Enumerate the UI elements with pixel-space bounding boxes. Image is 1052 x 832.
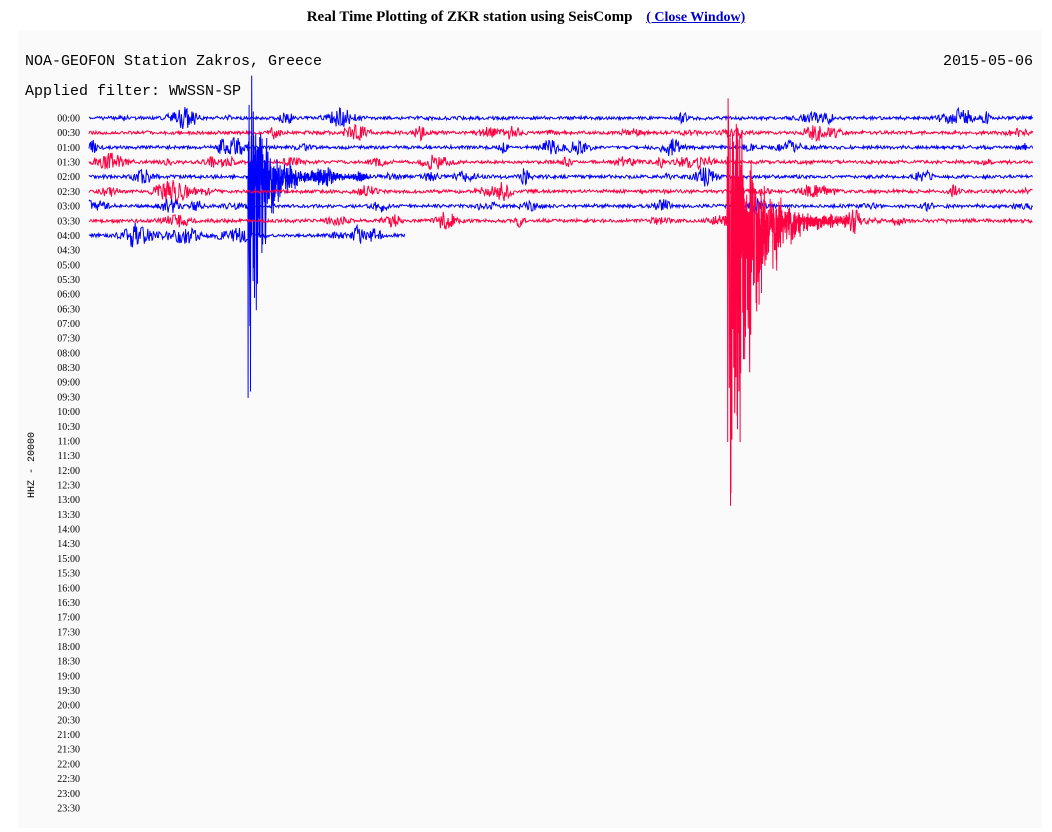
time-label: 17:00 bbox=[57, 613, 80, 624]
time-label: 22:00 bbox=[57, 759, 80, 770]
time-label: 01:30 bbox=[57, 158, 80, 169]
time-label: 15:00 bbox=[57, 554, 80, 565]
time-label: 21:00 bbox=[57, 730, 80, 741]
time-label: 04:00 bbox=[57, 231, 80, 242]
time-label: 11:00 bbox=[58, 436, 80, 447]
time-label: 00:00 bbox=[57, 114, 80, 125]
time-label: 04:30 bbox=[57, 246, 80, 257]
time-label: 06:30 bbox=[57, 304, 80, 315]
trace bbox=[88, 180, 1033, 204]
time-label: 19:00 bbox=[57, 671, 80, 682]
time-label: 14:30 bbox=[57, 539, 80, 550]
trace bbox=[88, 222, 406, 248]
time-label: 07:00 bbox=[57, 319, 80, 330]
time-label: 19:30 bbox=[57, 686, 80, 697]
time-label: 17:30 bbox=[57, 627, 80, 638]
time-label: 23:30 bbox=[57, 803, 80, 814]
close-window-link[interactable]: ( Close Window) bbox=[646, 10, 746, 25]
time-label: 13:30 bbox=[57, 510, 80, 521]
trace bbox=[88, 75, 1033, 398]
trace bbox=[88, 98, 1033, 506]
time-label: 01:00 bbox=[57, 143, 80, 154]
trace bbox=[88, 195, 1034, 215]
trace bbox=[88, 152, 1034, 171]
filter-label: Applied filter: WWSSN-SP bbox=[25, 83, 241, 100]
time-label: 08:00 bbox=[57, 348, 80, 359]
time-label: 20:30 bbox=[57, 715, 80, 726]
time-label: 06:00 bbox=[57, 290, 80, 301]
time-label: 18:00 bbox=[57, 642, 80, 653]
time-label: 16:30 bbox=[57, 598, 80, 609]
time-label: 05:30 bbox=[57, 275, 80, 286]
time-label: 21:30 bbox=[57, 745, 80, 756]
traces bbox=[88, 75, 1034, 506]
station-label: NOA-GEOFON Station Zakros, Greece bbox=[25, 53, 322, 70]
time-label: 15:30 bbox=[57, 569, 80, 580]
time-label: 18:30 bbox=[57, 657, 80, 668]
time-label: 11:30 bbox=[58, 451, 80, 462]
trace bbox=[88, 123, 1034, 143]
channel-label: HHZ - 20000 bbox=[27, 432, 38, 498]
time-label: 10:00 bbox=[57, 407, 80, 418]
time-label: 08:30 bbox=[57, 363, 80, 374]
time-labels: 00:00 00:30 01:00 01:30 02:00 02:30 03:00 03:30… bbox=[57, 114, 80, 815]
time-label: 10:30 bbox=[57, 422, 80, 433]
time-label: 07:30 bbox=[57, 334, 80, 345]
time-label: 03:00 bbox=[57, 202, 80, 213]
time-label: 02:30 bbox=[57, 187, 80, 198]
time-label: 23:00 bbox=[57, 789, 80, 800]
header: Real Time Plotting of ZKR station using … bbox=[0, 9, 1052, 26]
time-label: 09:30 bbox=[57, 392, 80, 403]
time-label: 03:30 bbox=[57, 216, 80, 227]
time-label: 13:00 bbox=[57, 495, 80, 506]
time-label: 00:30 bbox=[57, 128, 80, 139]
time-label: 14:00 bbox=[57, 525, 80, 536]
time-label: 05:00 bbox=[57, 260, 80, 271]
time-label: 16:00 bbox=[57, 583, 80, 594]
time-label: 09:00 bbox=[57, 378, 80, 389]
date-label: 2015-05-06 bbox=[943, 53, 1033, 70]
trace bbox=[88, 136, 1034, 156]
page-title: Real Time Plotting of ZKR station using … bbox=[306, 9, 633, 25]
time-label: 12:30 bbox=[57, 481, 80, 492]
plot-background bbox=[18, 30, 1042, 828]
trace bbox=[88, 106, 1034, 130]
time-label: 20:00 bbox=[57, 701, 80, 712]
time-label: 02:00 bbox=[57, 172, 80, 183]
time-label: 12:00 bbox=[57, 466, 80, 477]
time-label: 22:30 bbox=[57, 774, 80, 785]
